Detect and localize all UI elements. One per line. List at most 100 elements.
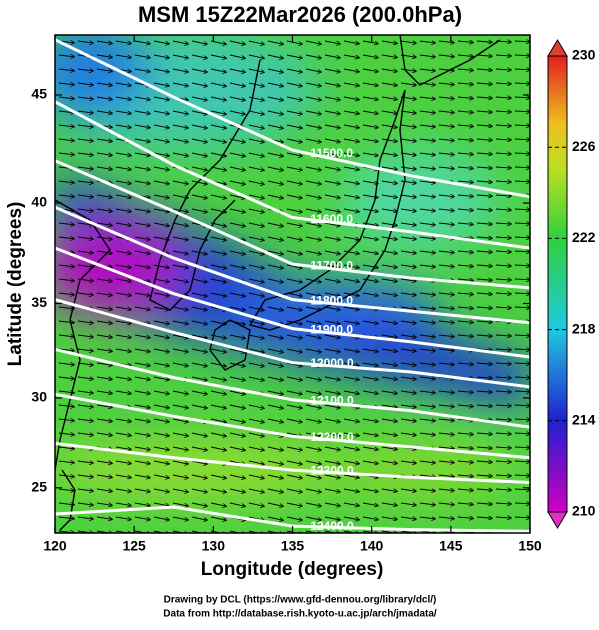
wind-arrow — [134, 264, 150, 268]
wind-arrow — [134, 516, 150, 520]
wind-arrow — [305, 208, 321, 212]
wind-arrow — [248, 152, 264, 156]
wind-arrow — [229, 362, 245, 366]
wind-arrow — [324, 320, 340, 324]
wind-arrow — [476, 139, 492, 140]
wind-arrow — [362, 110, 378, 114]
wind-arrow — [400, 55, 416, 57]
contour-line — [55, 348, 530, 429]
wind-arrow — [419, 433, 435, 435]
wind-arrow — [362, 96, 378, 100]
wind-arrow — [381, 40, 397, 43]
wind-arrow — [248, 250, 264, 254]
wind-arrow — [210, 152, 226, 156]
wind-arrow — [96, 69, 112, 71]
wind-arrow — [438, 139, 454, 141]
wind-arrow — [476, 293, 492, 294]
wind-arrow — [381, 404, 397, 407]
wind-arrow — [77, 237, 93, 239]
wind-arrow — [324, 124, 340, 128]
wind-arrow — [419, 503, 435, 505]
wind-arrow — [457, 405, 473, 406]
wind-arrow — [324, 40, 340, 44]
wind-arrow — [381, 376, 397, 379]
wind-arrow — [58, 391, 74, 393]
wind-arrow — [115, 488, 131, 492]
wind-arrow — [419, 377, 435, 379]
wind-arrow — [324, 152, 340, 156]
wind-arrow — [191, 502, 207, 506]
wind-arrow — [134, 110, 150, 114]
wind-arrow — [153, 474, 169, 478]
wind-arrow — [476, 251, 492, 252]
wind-arrow — [438, 335, 454, 337]
wind-arrow — [457, 307, 473, 308]
wind-arrow — [400, 209, 416, 211]
wind-arrow — [343, 82, 359, 86]
wind-arrow — [419, 475, 435, 477]
wind-arrow — [96, 391, 112, 393]
wind-arrow — [210, 502, 226, 506]
wind-arrow — [419, 293, 435, 295]
wind-arrow — [134, 152, 150, 156]
wind-arrow — [514, 69, 530, 70]
wind-arrow — [210, 418, 226, 422]
wind-arrow — [172, 432, 188, 436]
wind-arrow — [457, 503, 473, 504]
wind-arrow — [514, 335, 530, 336]
wind-arrow — [476, 41, 492, 42]
wind-arrow — [58, 349, 74, 351]
wind-arrow — [362, 222, 378, 226]
wind-arrow — [210, 264, 226, 268]
wind-arrow — [438, 447, 454, 449]
wind-arrow — [305, 404, 321, 408]
wind-arrow — [115, 82, 131, 86]
wind-arrow — [58, 139, 74, 141]
wind-arrow — [267, 418, 283, 422]
wind-arrow — [419, 335, 435, 337]
wind-arrow — [96, 97, 112, 99]
wind-arrow — [210, 110, 226, 114]
wind-arrow — [514, 223, 530, 224]
wind-arrow — [286, 180, 302, 184]
wind-arrow — [153, 460, 169, 464]
wind-arrow — [438, 265, 454, 267]
wind-arrow — [514, 237, 530, 238]
wind-arrow — [248, 362, 264, 366]
wind-arrow — [324, 278, 340, 282]
wind-arrow — [400, 41, 416, 43]
wind-arrow — [476, 405, 492, 406]
wind-arrow — [77, 335, 93, 337]
wind-arrow — [77, 503, 93, 505]
wind-arrow — [210, 278, 226, 282]
wind-arrow — [115, 96, 131, 100]
contour-line — [55, 392, 530, 460]
wind-arrow — [324, 474, 340, 478]
contour-label: 12100.0 — [310, 394, 354, 408]
wind-arrow — [96, 237, 112, 239]
wind-arrow — [210, 194, 226, 198]
wind-arrow — [248, 502, 264, 506]
wind-arrow — [115, 334, 131, 338]
wind-arrow — [305, 418, 321, 422]
wind-arrow — [210, 166, 226, 170]
wind-arrow — [324, 488, 340, 492]
wind-arrow — [324, 334, 340, 338]
wind-arrow — [229, 138, 245, 142]
wind-arrow — [305, 110, 321, 114]
wind-arrow — [514, 307, 530, 308]
wind-arrow — [248, 208, 264, 212]
wind-arrow — [324, 460, 340, 464]
wind-arrow — [77, 111, 93, 113]
wind-arrow — [305, 292, 321, 296]
wind-arrow — [115, 278, 131, 282]
wind-arrow — [96, 55, 112, 57]
wind-arrow — [514, 293, 530, 294]
wind-arrow — [153, 68, 169, 72]
wind-arrow — [267, 152, 283, 156]
wind-arrow — [134, 460, 150, 464]
wind-arrow — [514, 377, 530, 378]
wind-arrow — [381, 166, 397, 169]
wind-arrow — [476, 321, 492, 322]
